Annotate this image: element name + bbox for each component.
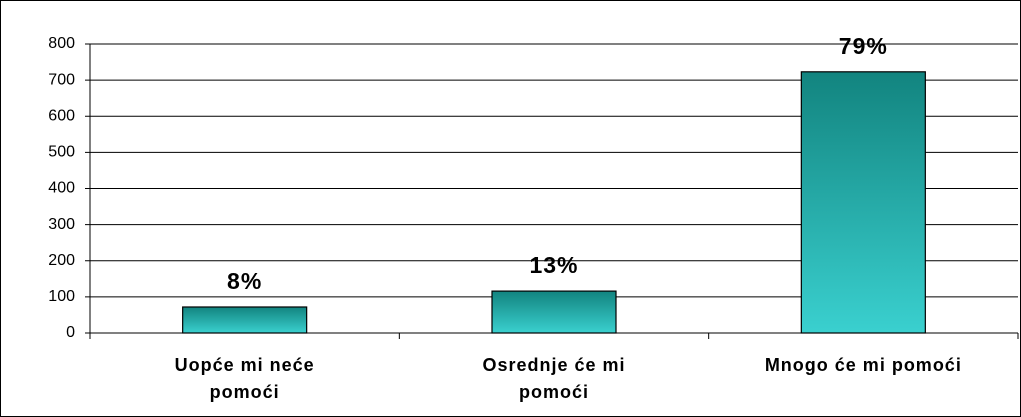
x-tick-label: pomoći (519, 382, 589, 402)
y-tick-label: 300 (48, 216, 75, 233)
annotation: 79% (839, 33, 888, 59)
bar (491, 290, 617, 334)
y-tick-label: 100 (48, 288, 75, 305)
x-tick-label: pomoći (210, 382, 280, 402)
y-tick-label: 500 (48, 144, 75, 161)
annotation: 13% (529, 252, 578, 278)
y-tick-label: 400 (48, 180, 75, 197)
y-tick-label: 0 (66, 324, 75, 341)
y-tick-label: 700 (48, 71, 75, 88)
bar (182, 306, 308, 334)
x-tick-label: Mnogo će mi pomoći (765, 355, 962, 375)
bar (800, 71, 926, 334)
x-tick-label: Osrednje će mi (482, 355, 625, 375)
y-tick-label: 200 (48, 252, 75, 269)
y-tick-label: 800 (48, 35, 75, 52)
annotation: 8% (227, 268, 262, 294)
x-tick-label: Uopće mi neće (175, 355, 315, 375)
y-tick-label: 600 (48, 107, 75, 124)
